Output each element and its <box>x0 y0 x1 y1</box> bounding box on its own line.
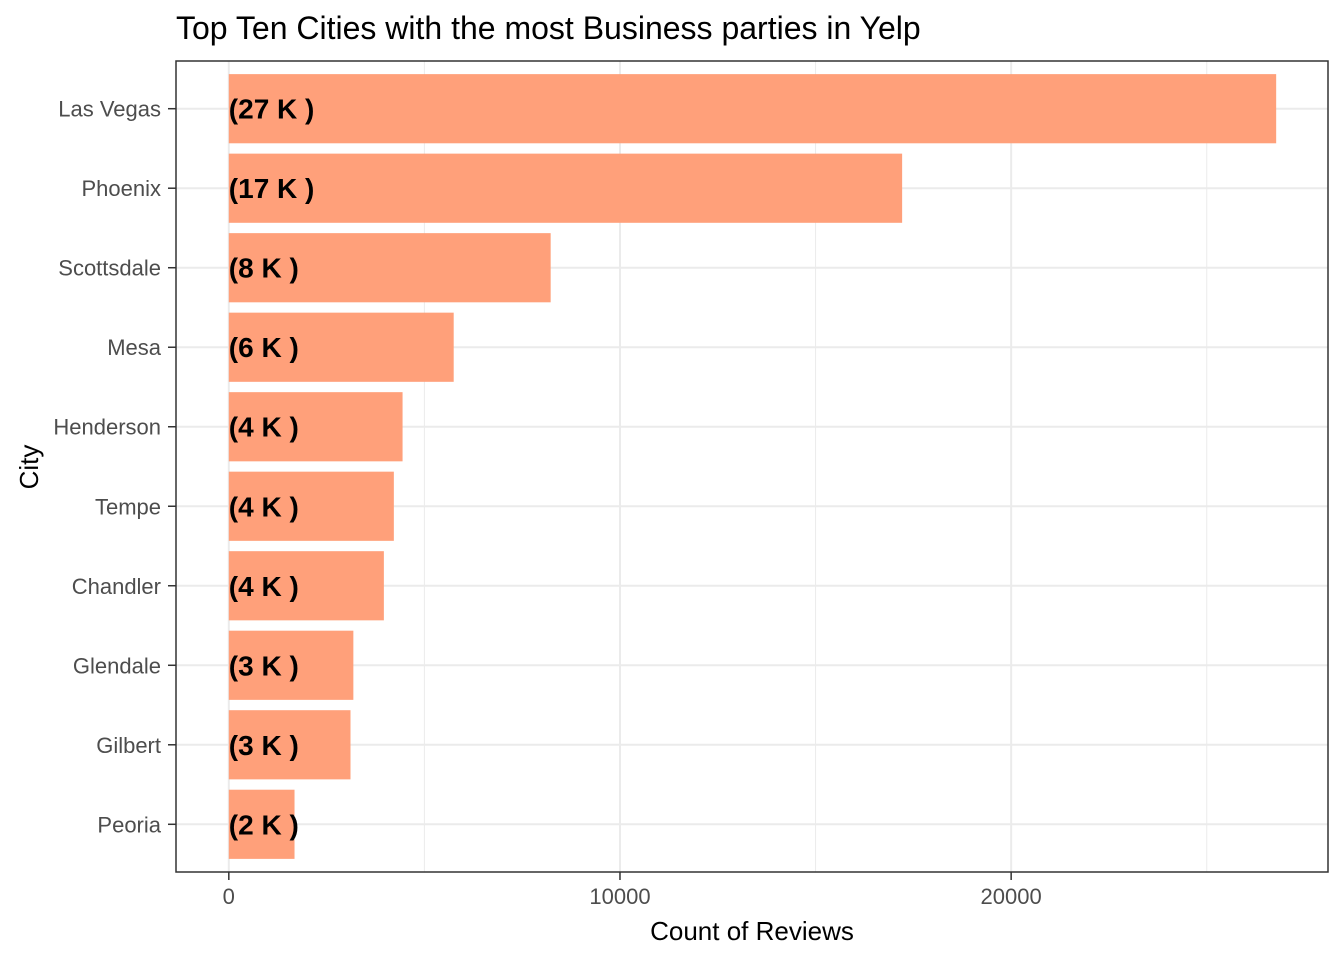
x-tick-label: 20000 <box>981 884 1042 909</box>
bar-chandler <box>228 551 384 621</box>
y-tick-label: Peoria <box>97 812 161 837</box>
x-axis-title: Count of Reviews <box>650 916 854 946</box>
bar-phoenix <box>228 153 903 223</box>
data-label: (2 K ) <box>229 809 299 840</box>
bar-glendale <box>228 630 354 700</box>
y-axis: Las Vegas Phoenix Scottsdale Mesa Henderson T… <box>53 97 176 837</box>
x-tick-label: 10000 <box>589 884 650 909</box>
y-tick-label: Mesa <box>107 335 162 360</box>
bar-scottsdale <box>228 233 551 303</box>
data-label: (4 K ) <box>229 491 299 522</box>
y-axis-title: City <box>14 445 44 490</box>
y-tick-label: Phoenix <box>81 176 161 201</box>
data-labels: (27 K ) (17 K ) (8 K ) (6 K ) (4 K ) (4 K ) (4… <box>229 94 315 841</box>
bar-las-vegas <box>228 74 1277 144</box>
y-tick-label: Scottsdale <box>58 256 161 281</box>
bars <box>228 74 1277 859</box>
data-label: (4 K ) <box>229 571 299 602</box>
data-label: (3 K ) <box>229 730 299 761</box>
data-label: (8 K ) <box>229 253 299 284</box>
data-label: (4 K ) <box>229 412 299 443</box>
chart-title: Top Ten Cities with the most Business pa… <box>176 10 921 46</box>
bar-gilbert <box>228 710 351 780</box>
y-tick-label: Henderson <box>53 415 161 440</box>
x-axis: 0 10000 20000 <box>223 872 1042 909</box>
y-tick-label: Gilbert <box>96 733 161 758</box>
plot-border <box>175 60 1329 873</box>
data-label: (6 K ) <box>229 332 299 363</box>
x-tick-label: 0 <box>223 884 235 909</box>
y-tick-label: Las Vegas <box>58 97 161 122</box>
data-label: (3 K ) <box>229 650 299 681</box>
bar-peoria <box>228 789 295 859</box>
y-tick-label: Chandler <box>72 574 161 599</box>
data-label: (17 K ) <box>229 173 315 204</box>
y-tick-label: Glendale <box>73 653 161 678</box>
bar-henderson <box>228 392 403 462</box>
data-label: (27 K ) <box>229 94 315 125</box>
y-tick-label: Tempe <box>95 494 161 519</box>
bar-tempe <box>228 471 394 541</box>
bar-mesa <box>228 312 454 382</box>
